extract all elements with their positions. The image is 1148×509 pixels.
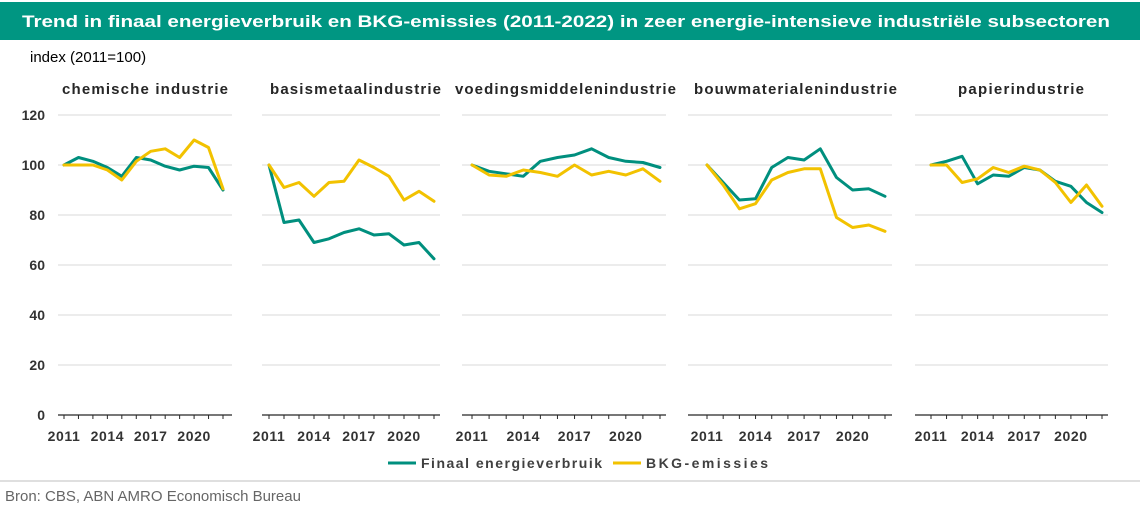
- x-tick-label: 2014: [507, 428, 541, 444]
- panel-title: papierindustrie: [958, 81, 1084, 98]
- series-line-finaal-energieverbruik: [705, 147, 887, 202]
- y-tick-labels: 0 20 40 60 80 100 120: [22, 107, 46, 423]
- legend-label: Finaal energieverbruik: [421, 455, 602, 471]
- chart-title: Trend in finaal energieverbruik en BKG-e…: [22, 12, 1110, 31]
- x-tick-label: 2020: [177, 428, 211, 444]
- x-tick-label: 2020: [387, 428, 421, 444]
- panel-title: voedingsmiddelenindustrie: [455, 81, 676, 98]
- panel-title: chemische industrie: [62, 81, 228, 98]
- x-tick-label: 2017: [787, 428, 821, 444]
- x-tick-label: 2017: [342, 428, 376, 444]
- legend: Finaal energieverbruik BKG-emissies: [388, 455, 768, 471]
- x-tick-label: 2020: [609, 428, 643, 444]
- x-tick-label: 2011: [915, 428, 948, 444]
- panel-title: basismetaalindustrie: [270, 81, 441, 98]
- series-line-finaal-energieverbruik: [470, 147, 662, 178]
- series-line-finaal-energieverbruik: [929, 154, 1104, 214]
- y-tick-label: 60: [29, 257, 45, 273]
- series-line-bkg-emissies: [267, 158, 436, 203]
- series-line-finaal-energieverbruik: [267, 163, 436, 261]
- source-note: Bron: CBS, ABN AMRO Economisch Bureau: [5, 488, 301, 505]
- x-tick-label: 2017: [1008, 428, 1042, 444]
- y-tick-label: 100: [22, 157, 46, 173]
- legend-label: BKG-emissies: [646, 455, 768, 471]
- panel-chemische-industrie: 2011 2014 2017 2020 chemische industrie: [48, 81, 232, 444]
- panel-title: bouwmaterialenindustrie: [694, 81, 897, 98]
- series-line-bkg-emissies: [62, 138, 225, 191]
- x-tick-label: 2011: [253, 428, 286, 444]
- x-tick-label: 2011: [456, 428, 489, 444]
- y-tick-label: 20: [29, 357, 45, 373]
- y-tick-label: 0: [37, 407, 45, 423]
- title-bar: [0, 2, 1140, 40]
- series-line-bkg-emissies: [705, 163, 887, 233]
- x-tick-label: 2014: [297, 428, 331, 444]
- x-tick-label: 2014: [739, 428, 773, 444]
- series-line-finaal-energieverbruik: [62, 156, 225, 192]
- legend-item-finaal-energieverbruik: Finaal energieverbruik: [388, 455, 602, 471]
- x-tick-label: 2017: [134, 428, 168, 444]
- panel-bouwmaterialenindustrie: 2011 2014 2017 2020 bouwmaterialenindustrie: [688, 81, 897, 444]
- panel-papierindustrie: 2011 2014 2017 2020 papierindustrie: [915, 81, 1108, 444]
- x-tick-label: 2020: [836, 428, 870, 444]
- panel-voedingsmiddelenindustrie: 2011 2014 2017 2020 voedingsmiddelenindustri…: [455, 81, 676, 444]
- y-tick-label: 80: [29, 207, 45, 223]
- x-tick-label: 2020: [1054, 428, 1088, 444]
- x-tick-label: 2014: [91, 428, 125, 444]
- series-line-bkg-emissies: [929, 163, 1104, 208]
- y-tick-label: 40: [29, 307, 45, 323]
- x-tick-label: 2011: [48, 428, 81, 444]
- y-tick-label: 120: [22, 107, 46, 123]
- x-tick-label: 2014: [961, 428, 995, 444]
- x-tick-label: 2017: [558, 428, 592, 444]
- series-line-bkg-emissies: [470, 163, 662, 183]
- y-axis-label: index (2011=100): [30, 49, 146, 66]
- x-tick-label: 2011: [691, 428, 724, 444]
- panel-basismetaalindustrie: 2011 2014 2017 2020 basismetaalindustrie: [253, 81, 441, 444]
- legend-item-bkg-emissies: BKG-emissies: [613, 455, 768, 471]
